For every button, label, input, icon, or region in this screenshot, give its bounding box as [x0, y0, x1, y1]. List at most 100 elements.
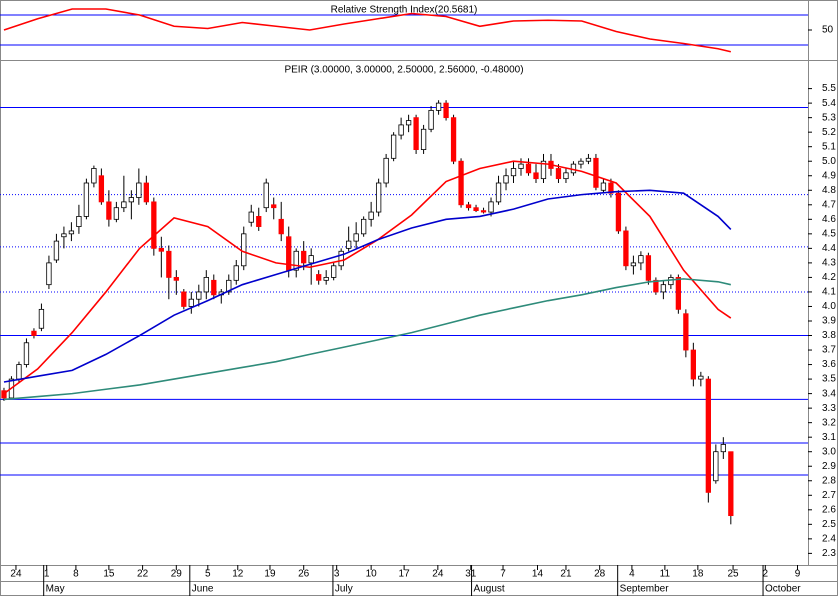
month-label: October	[765, 584, 801, 595]
indicator-line	[3, 278, 731, 401]
candle-body	[173, 277, 179, 281]
y-tick-label: 4.3	[822, 258, 836, 269]
candle-body	[488, 201, 494, 213]
candle-body	[638, 255, 644, 264]
candle-body	[271, 204, 277, 209]
x-tick-label: 9	[795, 569, 801, 580]
x-tick-label: 21	[560, 569, 572, 580]
candle-body	[76, 216, 82, 227]
candle-body	[1, 390, 7, 399]
candle-body	[136, 182, 142, 198]
y-tick-label: 4.5	[822, 228, 836, 239]
x-tick-label: 24	[432, 569, 444, 580]
month-label: August	[474, 584, 505, 595]
y-tick-label: 5.1	[822, 141, 836, 152]
candle-body	[151, 201, 157, 249]
y-tick-label: 3.9	[822, 316, 836, 327]
x-tick-label: 8	[73, 569, 79, 580]
candle-body	[405, 120, 412, 126]
candle-body	[623, 230, 629, 267]
x-tick-label: 15	[103, 569, 115, 580]
candle-body	[361, 218, 367, 235]
x-tick-label: 14	[532, 569, 544, 580]
candle-body	[16, 364, 22, 380]
y-tick-label: 3.3	[822, 403, 836, 414]
x-tick-label: 1	[44, 569, 50, 580]
candle-body	[31, 330, 37, 336]
candle-body	[600, 182, 607, 191]
y-tick-label: 2.5	[822, 519, 836, 530]
y-tick-label: 4.9	[822, 170, 836, 181]
candle-body	[518, 163, 524, 169]
x-tick-label: 29	[171, 569, 183, 580]
candle-body	[308, 255, 314, 264]
x-tick-label: 25	[728, 569, 740, 580]
candle-body	[226, 279, 232, 293]
candle-body	[645, 255, 652, 281]
month-label: September	[620, 584, 670, 595]
x-tick-label: 5	[205, 569, 211, 580]
candle-body	[38, 308, 45, 329]
candle-body	[510, 168, 517, 177]
candle-body	[203, 277, 209, 293]
candle-body	[420, 128, 427, 150]
candle-body	[653, 279, 659, 293]
candle-body	[278, 218, 284, 235]
candle-body	[166, 250, 172, 278]
y-tick-label: 50	[822, 25, 834, 36]
x-tick-label: 17	[399, 569, 411, 580]
y-tick-label: 4.7	[822, 199, 836, 210]
candle-body	[68, 230, 75, 235]
candle-body	[563, 172, 569, 180]
candle-body	[263, 182, 269, 209]
x-tick-label: 11	[660, 569, 671, 580]
candle-body	[675, 277, 682, 310]
candle-body	[121, 201, 127, 209]
candle-body	[323, 277, 329, 281]
candle-body	[106, 201, 112, 220]
panel-title: Relative Strength Index(20.5681)	[331, 5, 478, 16]
x-tick-label: 12	[232, 569, 244, 580]
candle-body	[188, 298, 194, 307]
candle-body	[540, 160, 547, 180]
candle-body	[608, 182, 614, 194]
y-tick-label: 5.5	[822, 83, 836, 94]
y-tick-label: 4.1	[822, 287, 836, 298]
candle-body	[495, 182, 502, 203]
x-tick-label: 7	[500, 569, 506, 580]
candle-body	[233, 265, 239, 281]
candle-body	[525, 163, 532, 174]
candle-body	[630, 262, 637, 267]
y-tick-label: 2.8	[822, 475, 836, 486]
candle-body	[585, 157, 592, 162]
candle-body	[331, 265, 337, 278]
candle-body	[503, 175, 509, 184]
candle-body	[338, 250, 344, 267]
candle-body	[668, 277, 674, 286]
candle-body	[211, 279, 217, 296]
y-tick-label: 2.3	[822, 548, 836, 559]
candle-body	[113, 207, 120, 220]
month-label: May	[46, 584, 65, 595]
candle-body	[413, 117, 419, 150]
candle-body	[615, 192, 622, 232]
candle-body	[720, 444, 726, 453]
x-tick-label: 26	[298, 569, 310, 580]
candle-body	[443, 102, 449, 119]
candle-body	[450, 117, 457, 162]
candle-body	[128, 197, 135, 203]
candle-body	[480, 210, 487, 213]
indicator-line	[3, 189, 732, 383]
candle-body	[578, 160, 584, 165]
x-tick-label: 10	[366, 569, 378, 580]
candle-body	[593, 157, 599, 188]
candle-body	[83, 182, 90, 217]
y-tick-label: 3.5	[822, 374, 836, 385]
x-tick-label: 22	[137, 569, 149, 580]
candle-body	[248, 211, 254, 223]
candle-body	[316, 274, 322, 281]
candle-body	[713, 451, 719, 482]
y-tick-label: 4.8	[822, 185, 836, 196]
